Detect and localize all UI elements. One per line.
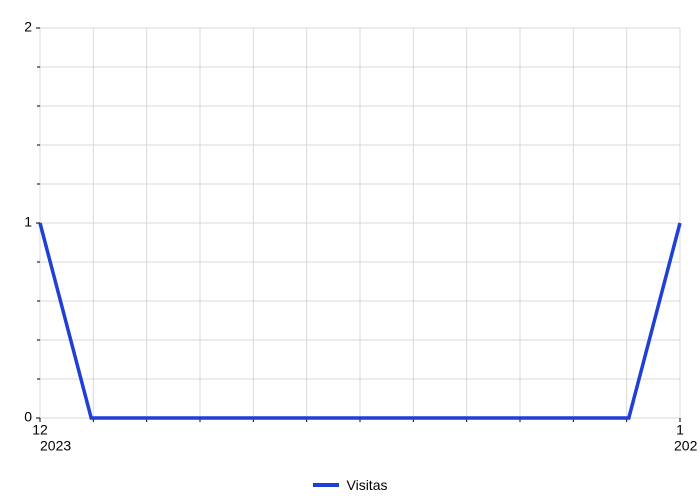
legend-item: Visitas: [313, 477, 388, 493]
svg-text:12: 12: [32, 421, 48, 437]
svg-text:2023: 2023: [40, 437, 71, 453]
chart-container: 0121220231202: [0, 0, 700, 500]
legend-swatch: [313, 483, 339, 487]
svg-text:0: 0: [24, 409, 32, 425]
legend-label: Visitas: [347, 477, 388, 493]
chart-svg: 0121220231202: [0, 0, 700, 500]
svg-text:1: 1: [676, 421, 684, 437]
legend: Visitas: [0, 474, 700, 493]
svg-text:2: 2: [24, 19, 32, 35]
svg-text:202: 202: [674, 437, 698, 453]
svg-text:1: 1: [24, 214, 32, 230]
